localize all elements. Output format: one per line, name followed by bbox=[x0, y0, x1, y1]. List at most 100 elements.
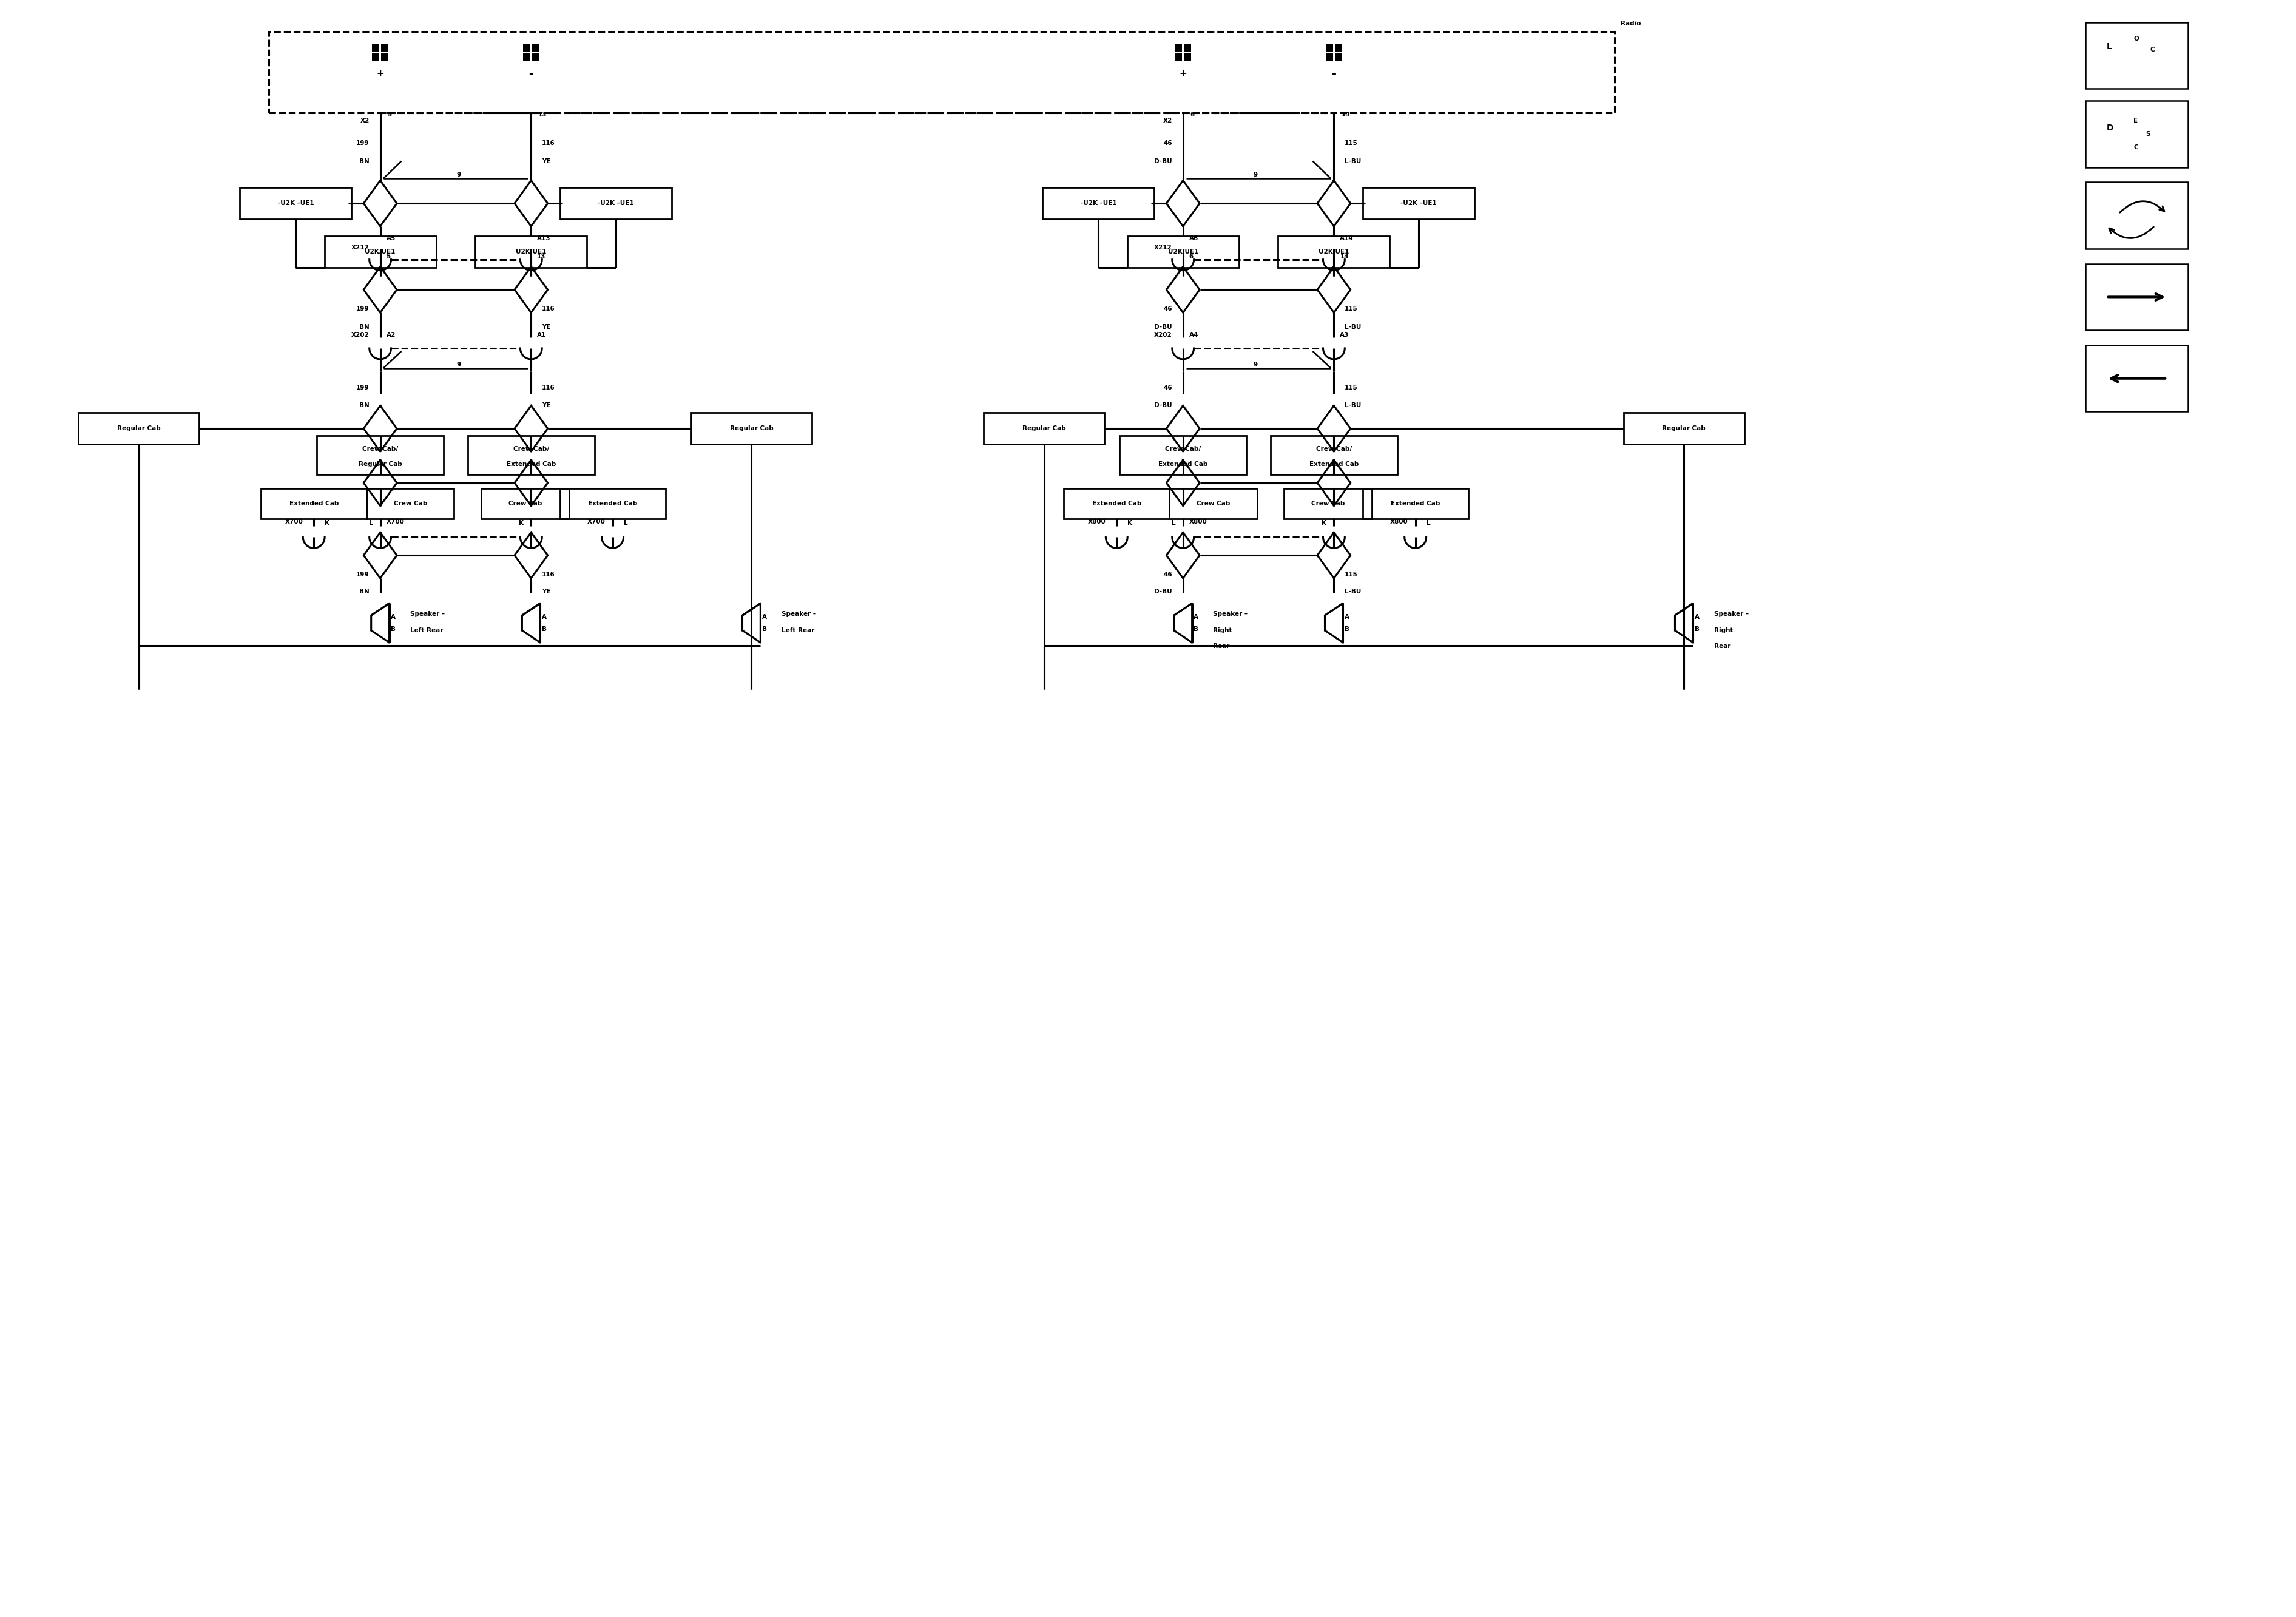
Text: BN: BN bbox=[358, 323, 370, 330]
Text: B: B bbox=[1345, 626, 1350, 632]
Text: BN: BN bbox=[358, 403, 370, 409]
Text: -U2K –UE1: -U2K –UE1 bbox=[278, 201, 315, 207]
Text: Regular Cab: Regular Cab bbox=[1022, 425, 1065, 432]
Text: 46: 46 bbox=[1164, 385, 1173, 391]
Bar bbox=[1283, 488, 1371, 519]
Text: K: K bbox=[1322, 521, 1327, 527]
Text: L: L bbox=[1171, 521, 1176, 527]
Bar bbox=[523, 53, 530, 60]
Text: 14: 14 bbox=[1341, 112, 1350, 118]
Text: 14: 14 bbox=[1341, 254, 1348, 260]
Bar bbox=[1623, 412, 1745, 445]
Text: D-BU: D-BU bbox=[1155, 403, 1173, 409]
Bar bbox=[1185, 44, 1192, 52]
Text: X212: X212 bbox=[1155, 244, 1173, 251]
Text: Speaker –: Speaker – bbox=[411, 611, 445, 616]
Bar bbox=[78, 412, 200, 445]
Text: 115: 115 bbox=[1345, 141, 1357, 146]
Bar bbox=[269, 31, 1614, 113]
Text: A2: A2 bbox=[386, 331, 395, 338]
Text: BN: BN bbox=[358, 158, 370, 165]
Bar bbox=[1279, 236, 1389, 267]
Text: K: K bbox=[1127, 521, 1132, 527]
Bar bbox=[381, 44, 388, 52]
Text: -U2K –UE1: -U2K –UE1 bbox=[1081, 201, 1116, 207]
Text: B: B bbox=[542, 626, 546, 632]
Text: Crew Cab/: Crew Cab/ bbox=[363, 446, 397, 453]
Text: Regular Cab: Regular Cab bbox=[117, 425, 161, 432]
Text: Crew Cab: Crew Cab bbox=[1196, 500, 1231, 506]
Bar bbox=[475, 236, 588, 267]
Text: B: B bbox=[762, 626, 767, 632]
Bar bbox=[262, 488, 367, 519]
Bar bbox=[317, 435, 443, 475]
Text: Rear: Rear bbox=[1212, 644, 1231, 650]
Text: D: D bbox=[2105, 125, 2115, 133]
Text: A6: A6 bbox=[1189, 236, 1199, 241]
Text: K: K bbox=[519, 521, 523, 527]
Text: O: O bbox=[2133, 36, 2140, 42]
Text: 115: 115 bbox=[1345, 306, 1357, 312]
Text: X800: X800 bbox=[1189, 519, 1208, 526]
Text: Regular Cab: Regular Cab bbox=[1662, 425, 1706, 432]
Text: 46: 46 bbox=[1164, 141, 1173, 146]
Bar bbox=[560, 488, 666, 519]
Bar bbox=[482, 488, 569, 519]
Text: X800: X800 bbox=[1389, 519, 1407, 526]
Text: L: L bbox=[1426, 521, 1430, 527]
Text: BN: BN bbox=[358, 589, 370, 595]
Bar bbox=[2085, 264, 2188, 330]
Text: X700: X700 bbox=[588, 519, 606, 526]
Text: A5: A5 bbox=[386, 236, 395, 241]
Text: U2K/UE1: U2K/UE1 bbox=[1318, 249, 1350, 255]
Text: K: K bbox=[324, 521, 331, 527]
Text: 46: 46 bbox=[1164, 306, 1173, 312]
Bar bbox=[1169, 488, 1256, 519]
Text: Right: Right bbox=[1715, 627, 1733, 634]
Text: X800: X800 bbox=[1088, 519, 1107, 526]
Bar bbox=[1362, 188, 1474, 218]
Bar bbox=[1325, 44, 1334, 52]
Bar bbox=[372, 44, 379, 52]
Text: U2K/UE1: U2K/UE1 bbox=[365, 249, 395, 255]
Text: E: E bbox=[2133, 118, 2138, 125]
Bar bbox=[2085, 346, 2188, 412]
Text: 9: 9 bbox=[1254, 362, 1258, 367]
Text: Regular Cab: Regular Cab bbox=[730, 425, 774, 432]
Text: 6: 6 bbox=[1189, 254, 1194, 260]
Bar bbox=[367, 488, 455, 519]
Text: B: B bbox=[390, 626, 395, 632]
Text: 115: 115 bbox=[1345, 385, 1357, 391]
Text: B: B bbox=[1194, 626, 1199, 632]
Text: Crew Cab/: Crew Cab/ bbox=[1164, 446, 1201, 453]
Bar bbox=[533, 53, 540, 60]
Bar bbox=[1127, 236, 1240, 267]
Text: A: A bbox=[542, 614, 546, 619]
Text: Extended Cab: Extended Cab bbox=[289, 500, 338, 506]
Text: YE: YE bbox=[542, 158, 551, 165]
Text: Left Rear: Left Rear bbox=[781, 627, 815, 634]
Text: D-BU: D-BU bbox=[1155, 323, 1173, 330]
Text: U2K/UE1: U2K/UE1 bbox=[1169, 249, 1199, 255]
Text: X202: X202 bbox=[351, 331, 370, 338]
Text: X700: X700 bbox=[285, 519, 303, 526]
Text: YE: YE bbox=[542, 323, 551, 330]
Text: X700: X700 bbox=[386, 519, 404, 526]
Text: X212: X212 bbox=[351, 244, 370, 251]
Text: Extended Cab: Extended Cab bbox=[1093, 500, 1141, 506]
Text: Extended Cab: Extended Cab bbox=[507, 461, 556, 467]
Text: 199: 199 bbox=[356, 385, 370, 391]
Text: X202: X202 bbox=[1155, 331, 1173, 338]
Bar bbox=[523, 44, 530, 52]
Text: L-BU: L-BU bbox=[1345, 589, 1362, 595]
Bar bbox=[1270, 435, 1398, 475]
Bar bbox=[1176, 44, 1182, 52]
Text: Crew Cab/: Crew Cab/ bbox=[514, 446, 549, 453]
Bar bbox=[239, 188, 351, 218]
Bar bbox=[324, 236, 436, 267]
Text: C: C bbox=[2149, 47, 2154, 52]
Text: 116: 116 bbox=[542, 141, 556, 146]
Text: L-BU: L-BU bbox=[1345, 403, 1362, 409]
Text: X2: X2 bbox=[360, 118, 370, 125]
Text: X2: X2 bbox=[1162, 118, 1173, 125]
